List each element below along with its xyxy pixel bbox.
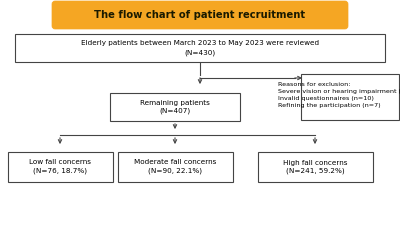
Text: Low fall concerns
(N=76, 18.7%): Low fall concerns (N=76, 18.7%): [29, 160, 91, 174]
Text: Remaining patients
(N=407): Remaining patients (N=407): [140, 100, 210, 114]
Bar: [258, 152, 372, 182]
Text: Reasons for exclusion:
Severe vision or hearing impairment (n=6)
Invalid questio: Reasons for exclusion: Severe vision or …: [278, 82, 400, 108]
Text: Elderly patients between March 2023 to May 2023 were reviewed
(N=430): Elderly patients between March 2023 to M…: [81, 41, 319, 55]
Text: High fall concerns
(N=241, 59.2%): High fall concerns (N=241, 59.2%): [283, 160, 347, 174]
Bar: [118, 152, 232, 182]
Bar: [110, 93, 240, 121]
Bar: [15, 34, 385, 62]
Text: Moderate fall concerns
(N=90, 22.1%): Moderate fall concerns (N=90, 22.1%): [134, 160, 216, 174]
FancyBboxPatch shape: [52, 1, 348, 29]
Text: The flow chart of patient recruitment: The flow chart of patient recruitment: [94, 10, 306, 20]
Bar: [8, 152, 112, 182]
Bar: [301, 74, 399, 120]
